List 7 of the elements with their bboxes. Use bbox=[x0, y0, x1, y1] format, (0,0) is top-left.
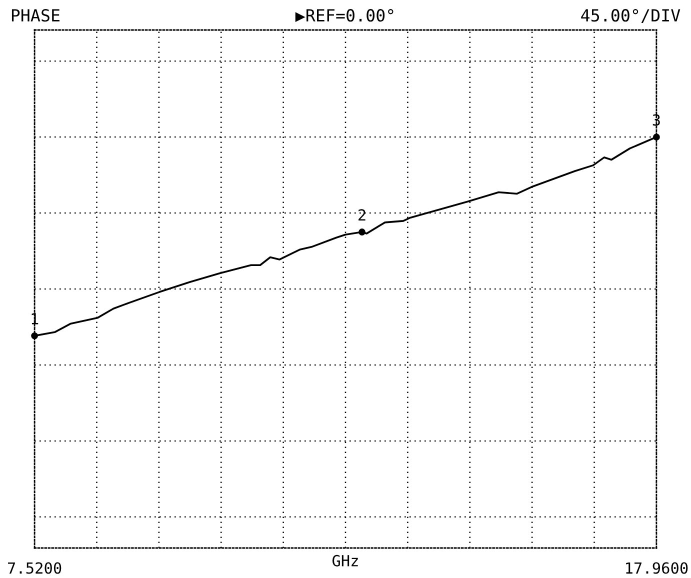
x-tick-label: 17.9600 bbox=[626, 562, 688, 574]
x-tick-label: 7.5200 bbox=[8, 562, 62, 574]
x-axis-title: GHz bbox=[332, 554, 358, 566]
text: 45.00°/DIV bbox=[581, 9, 680, 23]
annotation: 2 bbox=[358, 209, 366, 221]
chart-title: PHASE bbox=[12, 9, 60, 22]
chart-subtitle: ▶REF=0.00° bbox=[295, 9, 394, 22]
